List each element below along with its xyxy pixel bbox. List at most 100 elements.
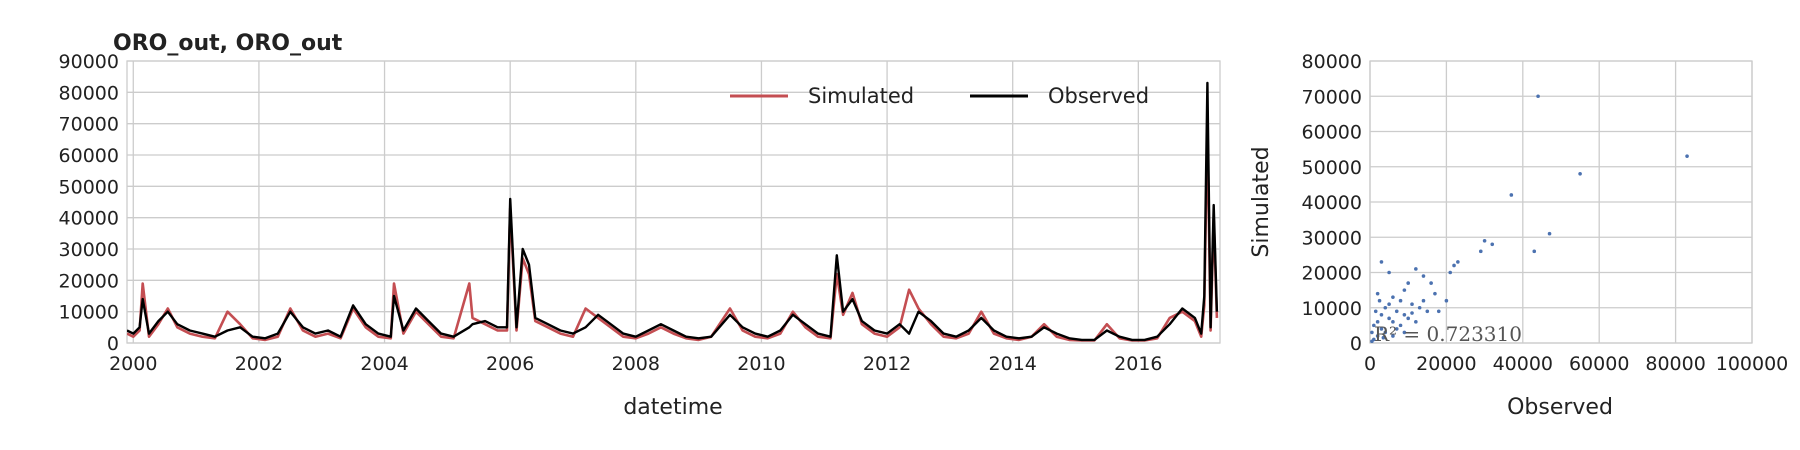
y-tick-label: 30000 xyxy=(1302,227,1362,249)
plot-frame xyxy=(126,60,1221,344)
plot-frame xyxy=(1369,60,1753,344)
y-tick-label: 0 xyxy=(1350,333,1362,355)
y-tick-label: 40000 xyxy=(59,208,119,230)
scatter-point xyxy=(1402,313,1407,317)
scatter-point xyxy=(1532,249,1537,254)
scatter-point xyxy=(1490,242,1495,247)
scatter-point xyxy=(1425,309,1430,314)
scatter-point xyxy=(1536,94,1540,99)
scatter-point xyxy=(1381,335,1386,340)
y-tick-label: 0 xyxy=(107,333,119,355)
legend-label: Observed xyxy=(1048,84,1149,108)
y-tick-label: 60000 xyxy=(59,145,119,167)
scatter-point xyxy=(1377,298,1382,303)
scatter-point xyxy=(1402,330,1407,335)
x-tick-label: 2000 xyxy=(109,353,157,375)
scatter-point xyxy=(1383,330,1388,335)
chart-title: ORO_out, ORO_out xyxy=(113,31,343,56)
scatter-point xyxy=(1406,316,1410,321)
scatter-point xyxy=(1478,249,1483,254)
scatter-point xyxy=(1387,316,1391,321)
scatter-point xyxy=(1379,327,1384,331)
scatter-point xyxy=(1370,330,1374,335)
y-tick-label: 70000 xyxy=(1302,86,1362,108)
plot-area xyxy=(127,81,1219,342)
x-tick-label: 2004 xyxy=(360,353,408,375)
scatter-point xyxy=(1398,298,1403,303)
scatter-point xyxy=(1444,298,1449,303)
y-tick-label: 50000 xyxy=(59,176,119,198)
y-tick-label: 10000 xyxy=(1302,298,1362,320)
scatter-point xyxy=(1421,298,1426,303)
scatter-point xyxy=(1410,311,1414,315)
scatter-point xyxy=(1509,193,1514,197)
scatter-point xyxy=(1375,320,1380,324)
scatter-point xyxy=(1429,281,1433,285)
scatter-point xyxy=(1406,281,1410,285)
scatter-point xyxy=(1578,172,1582,176)
scatter-point xyxy=(1373,309,1378,314)
y-tick-label: 40000 xyxy=(1302,192,1362,214)
x-axis-label: datetime xyxy=(623,395,722,420)
y-tick-label: 80000 xyxy=(1302,51,1362,73)
scatter-point xyxy=(1433,291,1437,296)
scatter-point xyxy=(1398,323,1403,328)
scatter-point xyxy=(1452,263,1456,268)
x-tick-label: 40000 xyxy=(1493,353,1553,375)
scatter-point xyxy=(1685,154,1689,158)
scatter-point xyxy=(1436,309,1441,314)
y-tick-label: 80000 xyxy=(59,82,119,104)
y-tick-label: 60000 xyxy=(1302,122,1362,144)
scatter-point xyxy=(1383,305,1388,310)
scatter-point xyxy=(1387,302,1391,307)
y-tick-label: 20000 xyxy=(59,270,119,292)
scatter-point xyxy=(1375,334,1380,338)
x-axis-label: Observed xyxy=(1507,395,1613,420)
scatter-point xyxy=(1375,291,1380,296)
scatter-point xyxy=(1370,339,1374,343)
x-tick-label: 0 xyxy=(1364,353,1376,375)
scatter-point xyxy=(1448,270,1453,275)
annotation: R² = 0.723310 xyxy=(1374,322,1522,346)
scatter-point xyxy=(1414,320,1418,324)
scatter-point xyxy=(1379,260,1384,264)
scatter-point xyxy=(1414,267,1418,271)
scatter-point xyxy=(1379,313,1384,317)
plot-area xyxy=(1370,94,1689,343)
x-tick-label: 2014 xyxy=(989,353,1037,375)
y-tick-label: 90000 xyxy=(59,51,119,73)
y-tick-label: 50000 xyxy=(1302,157,1362,179)
y-tick-label: 30000 xyxy=(59,239,119,261)
x-tick-label: 2016 xyxy=(1114,353,1162,375)
x-tick-label: 60000 xyxy=(1569,353,1629,375)
y-tick-label: 20000 xyxy=(1302,263,1362,285)
scatter-point xyxy=(1372,323,1376,328)
scatter-point xyxy=(1391,320,1395,324)
x-tick-label: 2010 xyxy=(737,353,785,375)
scatter-point xyxy=(1394,327,1399,331)
scatter-point xyxy=(1387,270,1391,275)
x-tick-label: 2002 xyxy=(235,353,283,375)
legend-label: Simulated xyxy=(808,84,914,108)
x-tick-label: 2006 xyxy=(486,353,534,375)
scatter-point xyxy=(1410,302,1414,307)
scatter-point xyxy=(1456,260,1460,264)
x-tick-label: 2012 xyxy=(863,353,911,375)
scatter-point xyxy=(1482,238,1487,243)
scatter-point xyxy=(1402,288,1407,292)
scatter-point xyxy=(1417,305,1422,310)
x-tick-label: 100000 xyxy=(1716,353,1789,375)
x-tick-label: 20000 xyxy=(1416,353,1476,375)
y-tick-label: 10000 xyxy=(59,302,119,324)
scatter-point xyxy=(1391,334,1395,338)
scatter-point xyxy=(1421,274,1426,278)
scatter-point xyxy=(1547,231,1552,236)
scatter-point xyxy=(1391,295,1395,299)
y-tick-label: 70000 xyxy=(59,114,119,136)
y-axis-label: Simulated xyxy=(1249,146,1274,257)
x-tick-label: 2008 xyxy=(612,353,660,375)
scatter-point xyxy=(1394,309,1399,314)
series-line xyxy=(127,81,1219,342)
